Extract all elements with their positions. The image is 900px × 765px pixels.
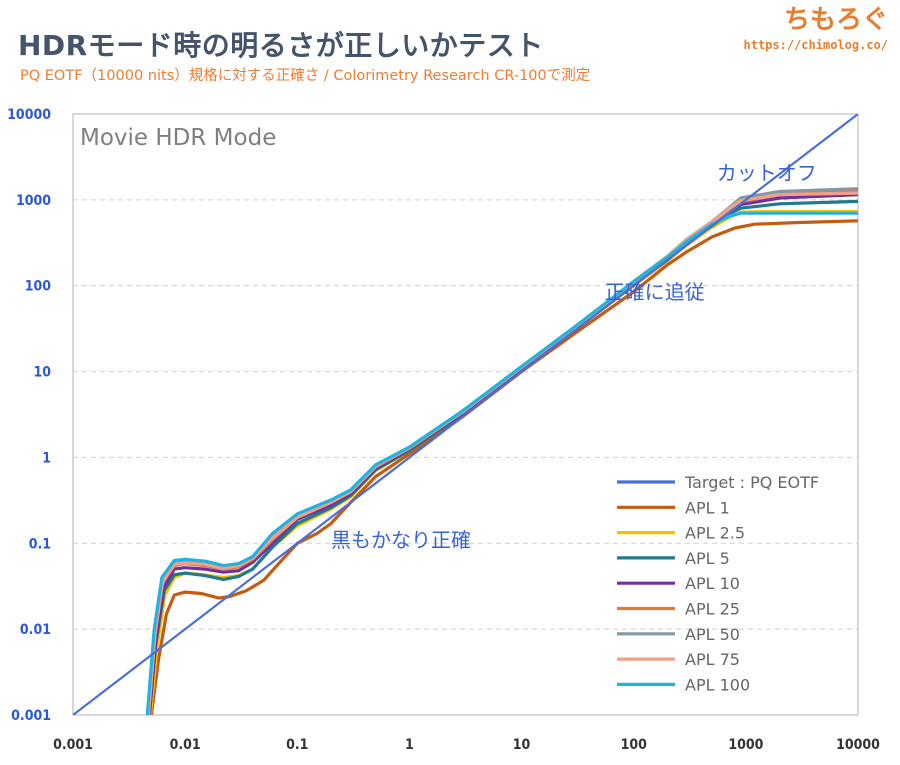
x-tick-label: 100 (621, 737, 648, 753)
legend-label: APL 1 (685, 498, 730, 517)
series-line-apl-5 (147, 199, 858, 715)
series-line-apl-1 (149, 219, 858, 715)
chart-title: Movie HDR Mode (80, 125, 276, 151)
y-tick-label: 1000 (16, 193, 51, 209)
x-tick-label: 0.001 (53, 737, 93, 753)
chart-annotation: カットオフ (717, 161, 817, 185)
x-tick-label: 0.01 (170, 737, 201, 753)
y-tick-label: 100 (25, 279, 52, 295)
series-line-target-pq-eotf (73, 114, 858, 715)
series-line-apl-10 (147, 193, 858, 715)
brand-url[interactable]: https://chimolog.co/ (743, 38, 889, 52)
chart-annotation: 黒もかなり正確 (331, 528, 471, 552)
series-line-apl-50 (146, 187, 858, 715)
series-line-apl-75 (146, 191, 858, 715)
y-tick-label: 10 (33, 365, 51, 381)
page-subtitle: PQ EOTF（10000 nits）規格に対する正確さ / Colorimet… (20, 68, 591, 84)
brand-logo[interactable]: ちもろぐ https://chimolog.co/ (744, 4, 889, 52)
series-line-apl-100 (145, 211, 858, 715)
x-tick-label: 10 (513, 737, 531, 753)
x-tick-label: 10000 (836, 737, 880, 753)
legend: Target : PQ EOTF APL 1 APL 2.5 APL 5 APL 10 A… (617, 473, 819, 694)
axes: 0.001 0.01 0.1 1 10 100 1000 10000 0.001 0.01 0.1 1… (7, 107, 880, 753)
x-tick-label: 1 (405, 737, 414, 753)
legend-label: Target : PQ EOTF (684, 473, 819, 492)
brand-name: ちもろぐ (783, 5, 888, 35)
plot-area (72, 113, 859, 716)
legend-label: APL 100 (685, 675, 750, 694)
y-tick-label: 0.001 (11, 708, 51, 724)
x-tick-label: 1000 (728, 737, 763, 753)
legend-label: APL 75 (685, 650, 740, 669)
grid (72, 113, 859, 716)
series-lines (73, 114, 858, 715)
legend-label: APL 2.5 (685, 524, 745, 543)
legend-label: APL 10 (685, 574, 740, 593)
chart-annotation: 正確に追従 (605, 280, 705, 304)
legend-label: APL 50 (685, 625, 740, 644)
y-tick-label: 10000 (7, 107, 51, 123)
y-tick-label: 1 (42, 450, 51, 466)
y-tick-label: 0.01 (20, 622, 51, 638)
y-tick-label: 0.1 (29, 536, 51, 552)
page-title: HDRモード時の明るさが正しいかテスト (18, 29, 544, 62)
series-line-apl-2-5 (148, 210, 858, 715)
legend-label: APL 5 (685, 549, 730, 568)
x-tick-label: 0.1 (286, 737, 308, 753)
series-line-apl-25 (146, 189, 858, 715)
legend-label: APL 25 (685, 600, 740, 619)
